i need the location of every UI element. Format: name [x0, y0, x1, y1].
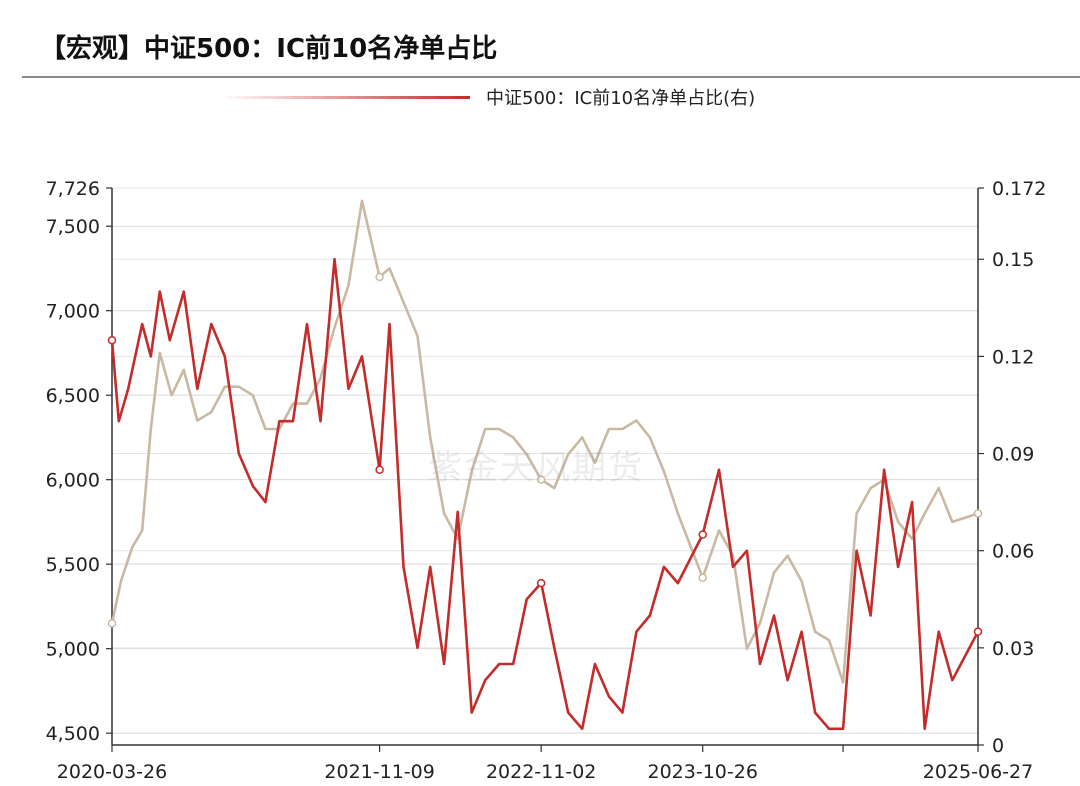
left-tick-label-2: 7,000 — [46, 301, 100, 323]
marker-index-2 — [536, 475, 546, 484]
left-tick-label-6: 5,000 — [46, 639, 100, 661]
series-index — [107, 199, 983, 684]
right-tick-label-6: 0 — [992, 735, 1004, 757]
marker-index-0 — [107, 619, 117, 628]
right-tick-label-1: 0.15 — [992, 249, 1034, 271]
title-divider — [22, 76, 1080, 78]
left-tick-label-7: 4,500 — [46, 723, 100, 745]
right-tick-label-2: 0.12 — [992, 346, 1034, 368]
left-tick-label-4: 6,000 — [46, 470, 100, 492]
x-tick-label-4: 2025-06-27 — [923, 761, 1033, 783]
left-axis-ticks: 7,726 7,500 7,000 6,500 6,000 5,500 5,000 4,500 — [46, 178, 112, 745]
watermark: 紫金天风期货 — [428, 448, 644, 488]
marker-ratio-0 — [107, 335, 117, 345]
right-axis-ticks: 0.172 0.15 0.12 0.09 0.06 0.03 0 — [978, 178, 1046, 757]
left-tick-label-0: 7,726 — [46, 178, 100, 200]
right-tick-label-0: 0.172 — [992, 178, 1046, 200]
left-tick-label-3: 6,500 — [46, 385, 100, 407]
marker-index-3 — [698, 573, 707, 582]
x-tick-label-1: 2021-11-09 — [324, 761, 434, 783]
right-tick-label-5: 0.03 — [992, 638, 1034, 660]
chart-title: 【宏观】中证500：IC前10名净单占比 — [40, 34, 498, 64]
right-tick-label-4: 0.06 — [992, 541, 1034, 563]
legend[interactable]: 中证500：IC前10名净单占比(右) — [220, 84, 755, 110]
marker-ratio-1 — [375, 465, 384, 474]
marker-ratio-3 — [698, 530, 707, 539]
series-line-ratio — [110, 257, 980, 731]
marker-ratio-4 — [973, 627, 983, 636]
x-tick-label-0: 2020-03-26 — [57, 761, 167, 783]
marker-ratio-2 — [536, 578, 546, 588]
right-tick-label-3: 0.09 — [992, 444, 1034, 466]
legend-label-ratio: 中证500：IC前10名净单占比(右) — [486, 88, 756, 109]
axes — [111, 188, 979, 746]
marker-index-4 — [973, 509, 983, 518]
grid-lines — [112, 187, 978, 746]
marker-index-1 — [375, 272, 384, 282]
legend-swatch-ratio — [220, 95, 470, 99]
left-tick-label-5: 5,500 — [46, 554, 100, 576]
x-tick-label-2: 2022-11-02 — [486, 761, 596, 783]
x-tick-label-3: 2023-10-26 — [648, 761, 758, 783]
series-ratio — [107, 257, 983, 731]
left-tick-label-1: 7,500 — [46, 216, 100, 238]
x-axis-ticks: 2020-03-26 2021-11-09 2022-11-02 2023-10-26… — [57, 745, 1033, 783]
series-line-index — [110, 199, 979, 684]
